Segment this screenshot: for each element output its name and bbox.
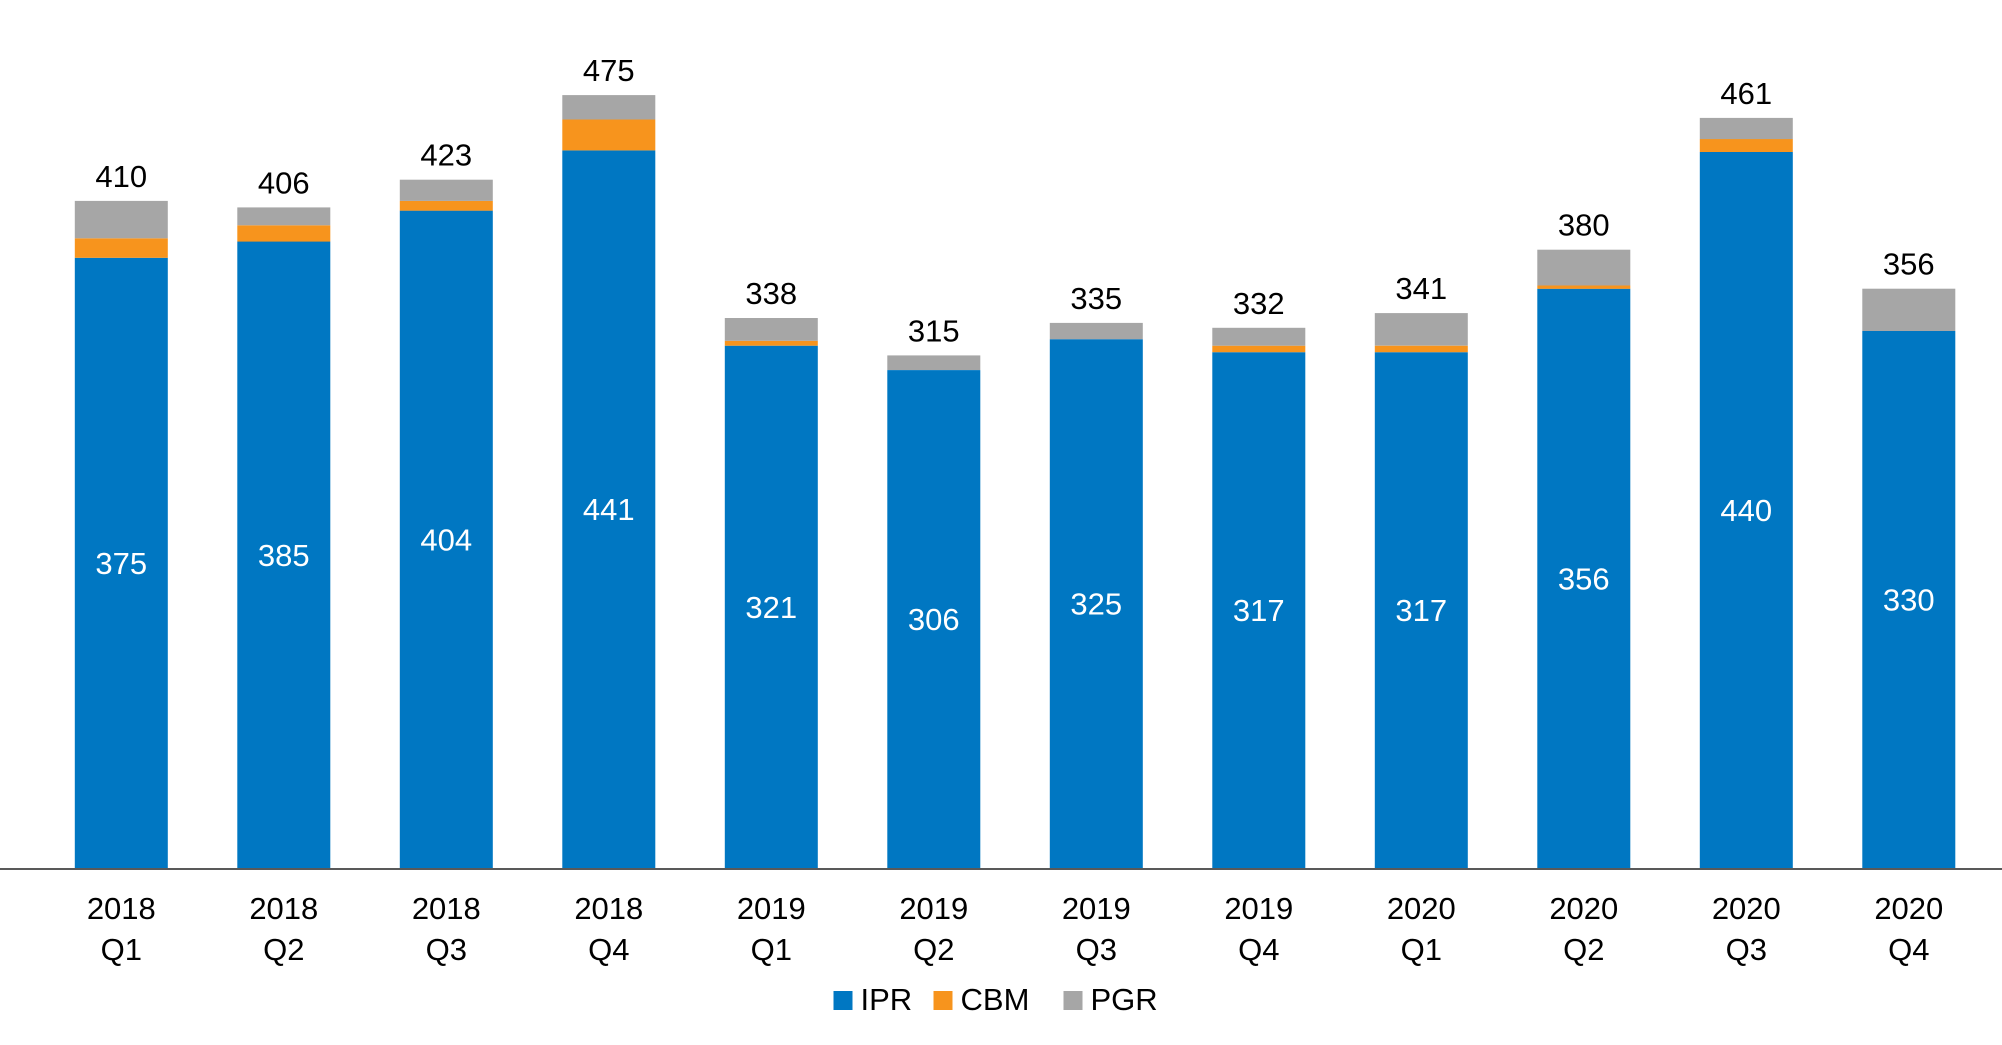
data-labels-group: 375 410 385 406 404 423 441 475 321 338 306 315 325 3… xyxy=(95,53,1934,637)
x-tick-label-2-0: 2018 xyxy=(412,891,481,926)
bar-cbm-10 xyxy=(1700,139,1793,152)
x-tick-label-11-0: 2020 xyxy=(1874,891,1943,926)
data-label-ipr-1: 385 xyxy=(258,538,310,573)
data-label-ipr-3: 441 xyxy=(583,492,635,527)
total-label-1: 406 xyxy=(258,165,310,200)
legend-swatch-cbm xyxy=(934,991,953,1010)
legend-item-pgr: PGR xyxy=(1064,982,1158,1017)
x-tick-label-9-0: 2020 xyxy=(1549,891,1618,926)
legend-label-pgr: PGR xyxy=(1091,982,1158,1017)
bar-pgr-7 xyxy=(1212,328,1305,346)
total-label-4: 338 xyxy=(745,276,797,311)
total-label-5: 315 xyxy=(908,313,960,348)
data-label-ipr-8: 317 xyxy=(1395,593,1447,628)
x-tick-label-3-0: 2018 xyxy=(574,891,643,926)
data-label-ipr-2: 404 xyxy=(420,522,472,557)
bar-pgr-8 xyxy=(1375,313,1468,346)
bar-cbm-4 xyxy=(725,341,818,346)
x-tick-label-10-0: 2020 xyxy=(1712,891,1781,926)
bar-cbm-9 xyxy=(1537,286,1630,289)
data-label-ipr-10: 440 xyxy=(1720,493,1772,528)
total-label-0: 410 xyxy=(95,159,147,194)
stacked-bar-chart: 375 410 385 406 404 423 441 475 321 338 306 315 325 3… xyxy=(0,0,2002,1045)
bar-pgr-1 xyxy=(237,207,330,225)
bars-group xyxy=(75,95,1956,868)
x-tick-label-3-1: Q4 xyxy=(588,932,629,967)
bar-cbm-2 xyxy=(400,201,493,211)
total-label-9: 380 xyxy=(1558,208,1610,243)
bar-pgr-4 xyxy=(725,318,818,341)
bar-cbm-0 xyxy=(75,238,168,257)
x-tick-label-5-1: Q2 xyxy=(913,932,954,967)
total-label-10: 461 xyxy=(1720,76,1772,111)
data-label-ipr-11: 330 xyxy=(1883,583,1935,618)
bar-pgr-11 xyxy=(1862,289,1955,331)
total-label-3: 475 xyxy=(583,53,635,88)
x-tick-label-4-1: Q1 xyxy=(751,932,792,967)
legend-item-cbm: CBM xyxy=(934,982,1030,1017)
x-tick-label-11-1: Q4 xyxy=(1888,932,1929,967)
total-label-6: 335 xyxy=(1070,281,1122,316)
x-tick-label-0-0: 2018 xyxy=(87,891,156,926)
x-tick-label-6-0: 2019 xyxy=(1062,891,1131,926)
x-tick-label-4-0: 2019 xyxy=(737,891,806,926)
x-tick-label-6-1: Q3 xyxy=(1076,932,1117,967)
legend-swatch-ipr xyxy=(834,991,853,1010)
x-axis-ticks-group: 2018 Q1 2018 Q2 2018 Q3 2018 Q4 2019 Q1 2019 Q2 2019… xyxy=(87,891,1943,967)
bar-pgr-5 xyxy=(887,355,980,370)
bar-cbm-1 xyxy=(237,225,330,241)
bar-cbm-3 xyxy=(562,120,655,151)
bar-pgr-2 xyxy=(400,180,493,201)
legend: IPR CBM PGR xyxy=(834,982,1158,1017)
x-tick-label-9-1: Q2 xyxy=(1563,932,1604,967)
data-label-ipr-0: 375 xyxy=(95,546,147,581)
legend-swatch-pgr xyxy=(1064,991,1083,1010)
x-tick-label-8-1: Q1 xyxy=(1401,932,1442,967)
legend-label-ipr: IPR xyxy=(861,982,913,1017)
data-label-ipr-5: 306 xyxy=(908,602,960,637)
x-tick-label-8-0: 2020 xyxy=(1387,891,1456,926)
legend-label-cbm: CBM xyxy=(961,982,1030,1017)
x-tick-label-1-1: Q2 xyxy=(263,932,304,967)
data-label-ipr-4: 321 xyxy=(745,590,797,625)
x-tick-label-7-1: Q4 xyxy=(1238,932,1279,967)
x-tick-label-10-1: Q3 xyxy=(1726,932,1767,967)
bar-pgr-9 xyxy=(1537,250,1630,286)
x-tick-label-2-1: Q3 xyxy=(426,932,467,967)
bar-pgr-6 xyxy=(1050,323,1143,339)
total-label-8: 341 xyxy=(1395,271,1447,306)
x-tick-label-5-0: 2019 xyxy=(899,891,968,926)
bar-pgr-0 xyxy=(75,201,168,238)
legend-item-ipr: IPR xyxy=(834,982,913,1017)
x-tick-label-1-0: 2018 xyxy=(249,891,318,926)
bar-cbm-8 xyxy=(1375,346,1468,353)
data-label-ipr-7: 317 xyxy=(1233,593,1285,628)
total-label-2: 423 xyxy=(420,138,472,173)
data-label-ipr-6: 325 xyxy=(1070,587,1122,622)
bar-pgr-3 xyxy=(562,95,655,119)
total-label-7: 332 xyxy=(1233,286,1285,321)
bar-pgr-10 xyxy=(1700,118,1793,139)
x-tick-label-0-1: Q1 xyxy=(101,932,142,967)
bar-cbm-7 xyxy=(1212,346,1305,353)
data-label-ipr-9: 356 xyxy=(1558,561,1610,596)
total-label-11: 356 xyxy=(1883,247,1935,282)
x-tick-label-7-0: 2019 xyxy=(1224,891,1293,926)
